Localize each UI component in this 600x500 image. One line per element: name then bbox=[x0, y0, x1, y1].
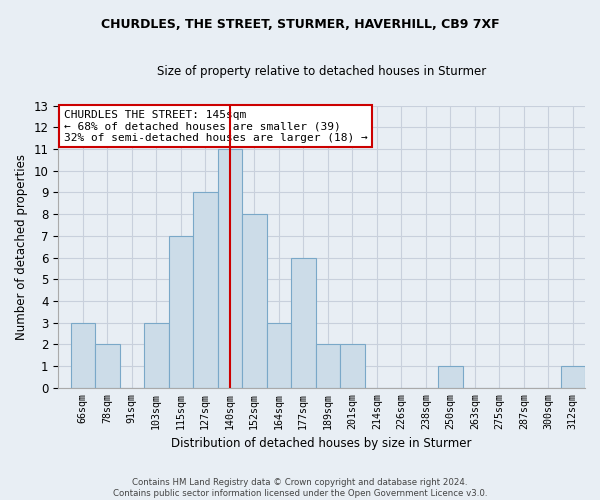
Bar bbox=[291, 258, 316, 388]
Bar bbox=[71, 322, 95, 388]
Bar bbox=[266, 322, 291, 388]
Bar bbox=[560, 366, 585, 388]
Text: Contains HM Land Registry data © Crown copyright and database right 2024.
Contai: Contains HM Land Registry data © Crown c… bbox=[113, 478, 487, 498]
Bar bbox=[242, 214, 266, 388]
Bar bbox=[95, 344, 119, 388]
Bar bbox=[340, 344, 365, 388]
Bar bbox=[169, 236, 193, 388]
Bar bbox=[316, 344, 340, 388]
Text: CHURDLES, THE STREET, STURMER, HAVERHILL, CB9 7XF: CHURDLES, THE STREET, STURMER, HAVERHILL… bbox=[101, 18, 499, 30]
Text: CHURDLES THE STREET: 145sqm
← 68% of detached houses are smaller (39)
32% of sem: CHURDLES THE STREET: 145sqm ← 68% of det… bbox=[64, 110, 367, 143]
Bar bbox=[218, 149, 242, 388]
Bar bbox=[438, 366, 463, 388]
Bar bbox=[144, 322, 169, 388]
X-axis label: Distribution of detached houses by size in Sturmer: Distribution of detached houses by size … bbox=[172, 437, 472, 450]
Y-axis label: Number of detached properties: Number of detached properties bbox=[15, 154, 28, 340]
Title: Size of property relative to detached houses in Sturmer: Size of property relative to detached ho… bbox=[157, 65, 486, 78]
Bar bbox=[193, 192, 218, 388]
